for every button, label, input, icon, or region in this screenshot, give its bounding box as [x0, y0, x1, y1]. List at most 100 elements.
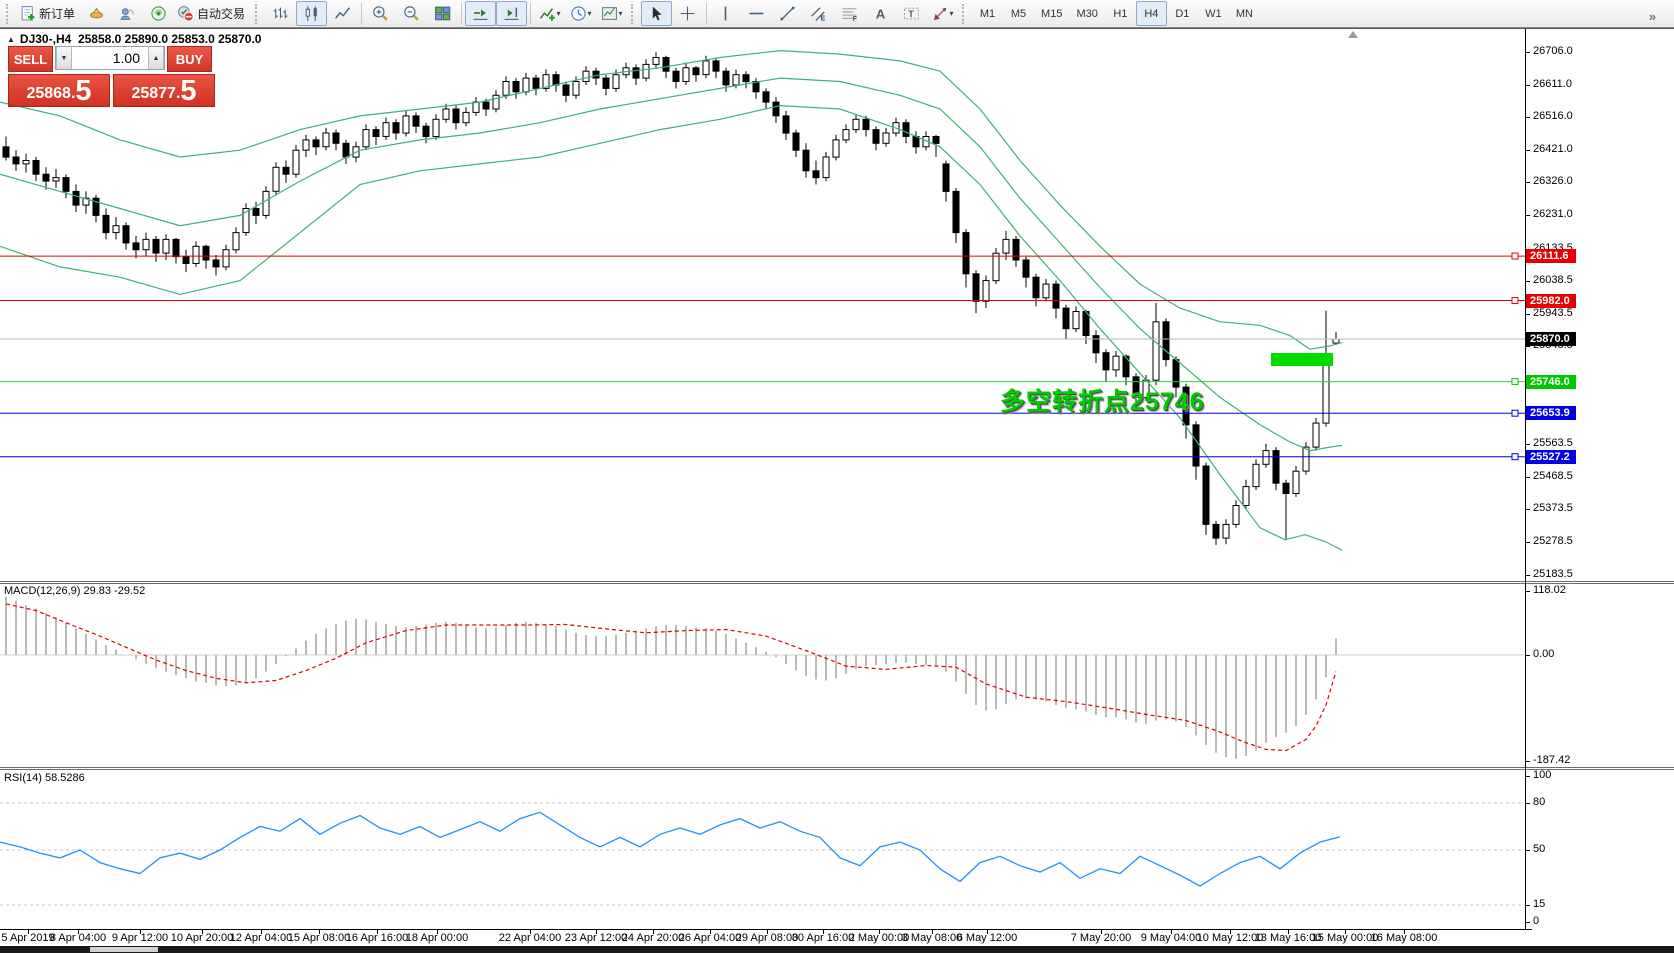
toolbar-grip — [6, 3, 11, 24]
dropdown-caret-icon[interactable]: ▾ — [556, 9, 561, 18]
zoom-out-button[interactable] — [396, 1, 427, 26]
buy-button[interactable]: BUY — [167, 46, 212, 72]
dropdown-caret-icon[interactable]: ▾ — [587, 9, 592, 18]
buy-price-pip: 5 — [180, 75, 197, 107]
autotrading-icon — [177, 5, 194, 22]
time-axis[interactable]: 5 Apr 2019 8 Apr 04:00 9 Apr 12:00 10 Apr 2… — [0, 930, 1525, 946]
axis-tick-mark — [1526, 575, 1530, 576]
new-order-button[interactable]: 新订单 — [16, 1, 81, 26]
tf-m1-button[interactable]: M1 — [972, 1, 1003, 26]
volume-stepper: ▼ ▲ — [55, 46, 165, 70]
templates-button[interactable]: ▾ — [596, 1, 627, 26]
tf-m15-button[interactable]: M15 — [1034, 1, 1069, 26]
cursor-button[interactable] — [641, 1, 673, 26]
main-chart-canvas[interactable] — [0, 29, 1525, 581]
sell-price-pip: 5 — [75, 75, 92, 107]
price-tick-label: 0.00 — [1533, 648, 1555, 660]
tf-mn-button[interactable]: MN — [1229, 1, 1260, 26]
timeframe-label: M1 — [979, 7, 996, 20]
macd-indicator-label: MACD(12,26,9) 29.83 -29.52 — [4, 585, 146, 597]
price-level-label: 26111.6 — [1526, 249, 1576, 263]
candlestick-button[interactable] — [296, 1, 328, 26]
autotrading-button[interactable]: 自动交易 — [174, 1, 251, 26]
tf-h1-button[interactable]: H1 — [1105, 1, 1136, 26]
text-button[interactable]: A — [865, 1, 896, 26]
price-tick-label: 25278.5 — [1533, 535, 1573, 547]
toolbar-overflow-button[interactable]: » — [1648, 9, 1657, 24]
axis-tick-mark — [1526, 850, 1530, 851]
panel-divider[interactable] — [0, 767, 1674, 768]
toolbar-button-label: 自动交易 — [197, 7, 246, 21]
time-tick-label: 30 Apr 16:00 — [791, 932, 855, 944]
periods-button[interactable]: ▾ — [565, 1, 596, 26]
tf-m30-button[interactable]: M30 — [1069, 1, 1104, 26]
indicators-button[interactable]: ▾ — [534, 1, 565, 26]
tf-h4-button[interactable]: H4 — [1135, 1, 1167, 26]
tf-m5-button[interactable]: M5 — [1003, 1, 1034, 26]
price-tick-label: 118.02 — [1533, 584, 1566, 596]
hline-button[interactable] — [741, 1, 772, 26]
community-button[interactable] — [112, 1, 143, 26]
sell-price-main: 25868 — [26, 85, 71, 102]
price-tick-label: 25943.5 — [1533, 307, 1573, 319]
time-tick-mark — [879, 930, 880, 934]
tf-d1-button[interactable]: D1 — [1167, 1, 1198, 26]
trendline-icon — [779, 5, 796, 22]
bottom-bar-segment — [90, 947, 158, 952]
line-chart-button[interactable] — [327, 1, 358, 26]
bar-chart-icon — [272, 5, 289, 22]
time-tick-label: 5 Apr 2019 — [1, 932, 55, 944]
panel-divider — [0, 583, 1674, 584]
price-tick-label: 26421.0 — [1533, 143, 1573, 155]
chart-annotation[interactable]: 多空转折点25746 — [1000, 388, 1205, 416]
tf-w1-button[interactable]: W1 — [1198, 1, 1229, 26]
rsi-indicator-label: RSI(14) 58.5286 — [4, 772, 85, 784]
timeframe-label: M15 — [1041, 7, 1063, 20]
zoom-in-button[interactable] — [365, 1, 396, 26]
dropdown-caret-icon[interactable]: ▾ — [618, 9, 623, 18]
bar-chart-button[interactable] — [265, 1, 296, 26]
panel-divider[interactable] — [0, 581, 1674, 582]
textlabel-button[interactable]: T — [896, 1, 927, 26]
volume-increase-button[interactable]: ▲ — [148, 47, 164, 69]
volume-decrease-button[interactable]: ▼ — [56, 47, 72, 69]
axis-tick-mark — [1526, 542, 1530, 543]
sell-price-button[interactable]: 25868. 5 — [8, 74, 110, 107]
channel-icon: E — [810, 5, 827, 22]
time-tick-mark — [202, 930, 203, 934]
arrows-button[interactable]: ▾ — [927, 1, 958, 26]
time-tick-label: 12 Apr 04:00 — [229, 932, 293, 944]
tile-windows-button[interactable] — [427, 1, 458, 26]
buy-price-main: 25877 — [131, 85, 176, 102]
fibonacci-button[interactable]: F — [834, 1, 865, 26]
axis-tick-mark — [1526, 444, 1530, 445]
time-tick-label: 15 May 00:00 — [1311, 932, 1379, 944]
one-click-toggle-icon[interactable]: ▲ — [7, 35, 15, 44]
auto-scroll-button[interactable] — [465, 1, 497, 26]
rsi-panel-canvas[interactable] — [0, 770, 1525, 929]
time-tick-mark — [596, 930, 597, 934]
signals-button[interactable] — [143, 1, 174, 26]
time-tick-label: 2 May 00:00 — [848, 932, 910, 944]
buy-price-button[interactable]: 25877. 5 — [113, 74, 215, 107]
chart-shift-marker-icon[interactable] — [1348, 31, 1358, 38]
sell-button[interactable]: SELL — [8, 46, 53, 72]
price-tick-label: 26706.0 — [1533, 45, 1573, 57]
trendline-button[interactable] — [772, 1, 803, 26]
mql5-button[interactable] — [81, 1, 112, 26]
macd-panel-canvas[interactable] — [0, 584, 1525, 767]
zoom-in-icon — [372, 5, 389, 22]
highlight-rectangle[interactable] — [1271, 353, 1333, 366]
toolbar-groups: 新订单 自动交易 ▾ ▾ ▾ E F A T ▾ M1 M5 M15 M30 H1 H4 D1 W1 MN — [2, 0, 1260, 27]
crosshair-button[interactable] — [672, 1, 703, 26]
time-tick-mark — [823, 930, 824, 934]
dropdown-caret-icon[interactable]: ▾ — [949, 9, 954, 18]
chart-shift-button[interactable] — [496, 1, 528, 26]
toolbar-separator — [706, 2, 708, 25]
time-tick-label: 3 May 08:00 — [901, 932, 963, 944]
price-axis[interactable]: 26706.0 26611.0 26516.0 26421.0 26326.0 26231… — [1526, 0, 1674, 953]
vline-button[interactable] — [710, 1, 741, 26]
textlabel-icon: T — [903, 5, 920, 22]
channel-button[interactable]: E — [803, 1, 834, 26]
volume-input[interactable] — [72, 47, 148, 69]
